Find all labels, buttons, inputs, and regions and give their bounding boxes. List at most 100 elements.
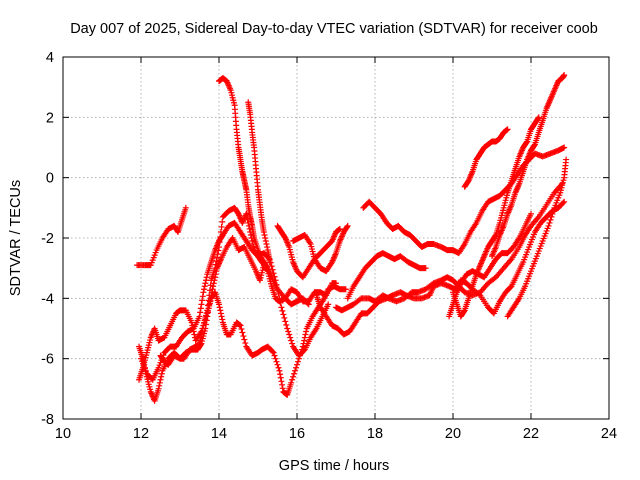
data-point-marker [302,331,309,338]
data-point-marker [293,364,300,371]
data-point-marker [273,358,280,365]
data-point-marker [157,376,164,383]
data-point-marker [200,289,207,296]
data-point-marker [196,313,203,320]
data-point-marker [217,310,224,317]
data-point-marker [156,382,163,389]
data-point-marker [155,385,162,392]
data-point-marker [507,284,514,291]
data-point-marker [262,262,269,269]
data-point-marker [545,222,552,229]
data-point-marker [196,340,203,347]
x-axis-label: GPS time / hours [279,458,389,474]
data-point-marker [266,259,273,266]
data-point-marker [204,307,211,314]
data-point-marker [269,348,276,355]
data-point-marker [301,337,308,344]
data-point-marker [528,210,534,217]
data-point-marker [212,265,219,272]
data-point-marker [535,114,542,121]
data-point-marker [304,300,311,307]
series-track-16 [489,72,568,260]
data-point-marker [199,297,206,304]
y-tick-label: -4 [41,291,54,307]
data-point-marker [202,280,209,287]
data-point-marker [156,379,163,386]
data-point-marker [523,139,530,146]
data-point-marker [342,286,349,293]
data-point-marker [218,223,225,230]
data-point-marker [281,314,288,321]
data-point-marker [282,318,289,325]
series-track-18 [446,210,534,320]
y-tick-label: 2 [46,110,54,126]
data-point-marker [210,280,217,287]
data-point-marker [292,367,299,374]
data-point-marker [271,352,278,359]
data-point-marker [276,367,283,374]
y-tick-label: -2 [41,231,54,247]
data-point-marker [239,329,246,336]
series-track-11 [333,180,566,314]
data-point-marker [201,286,208,293]
data-point-marker [294,358,301,365]
data-point-marker [289,340,296,347]
series-track-1 [134,204,189,269]
data-point-marker [217,307,224,314]
data-point-marker [288,379,295,386]
data-point-marker [240,333,247,340]
data-point-marker [268,263,275,270]
data-point-marker [275,364,282,371]
y-tick-label: 4 [46,50,54,66]
data-point-marker [197,305,204,312]
data-point-marker [199,328,206,335]
data-point-marker [279,381,286,388]
x-tick-label: 22 [523,426,539,442]
data-point-marker [218,313,225,320]
data-point-marker [242,340,249,347]
data-point-marker [174,227,181,234]
data-point-marker [206,292,213,299]
data-point-marker [212,261,219,268]
data-point-marker [272,355,279,362]
data-point-marker [206,298,213,305]
data-point-marker [237,322,244,329]
data-point-marker [262,238,269,245]
data-point-marker [547,216,554,223]
data-point-marker [213,258,220,265]
data-point-marker [199,325,206,332]
data-point-marker [206,287,213,294]
data-point-marker [278,378,285,385]
data-point-marker [199,293,206,300]
data-point-marker [560,199,567,206]
data-point-marker [277,299,284,306]
y-tick-label: 0 [46,171,54,187]
data-point-marker [531,142,538,149]
data-point-marker [205,297,212,304]
data-point-marker [182,204,189,211]
data-point-marker [216,239,223,246]
data-point-marker [287,334,294,341]
data-point-marker [561,72,568,79]
data-point-marker [289,376,296,383]
data-point-marker [219,316,226,323]
series-track-6 [216,75,269,269]
data-point-marker [280,311,287,318]
data-point-marker [336,225,343,232]
data-point-marker [303,328,310,335]
data-point-marker [333,280,339,287]
series-track-14 [461,126,511,190]
y-tick-label: -8 [41,412,54,428]
data-point-marker [277,374,284,381]
data-point-marker [158,370,165,377]
data-point-marker [262,261,269,268]
data-point-marker [286,331,293,338]
data-point-marker [197,309,204,316]
data-point-marker [504,126,511,133]
data-point-marker [288,337,295,344]
data-point-marker [264,244,271,251]
data-point-marker [550,207,557,214]
series-track-7 [245,99,273,266]
data-point-marker [290,373,297,380]
data-point-marker [198,331,205,338]
